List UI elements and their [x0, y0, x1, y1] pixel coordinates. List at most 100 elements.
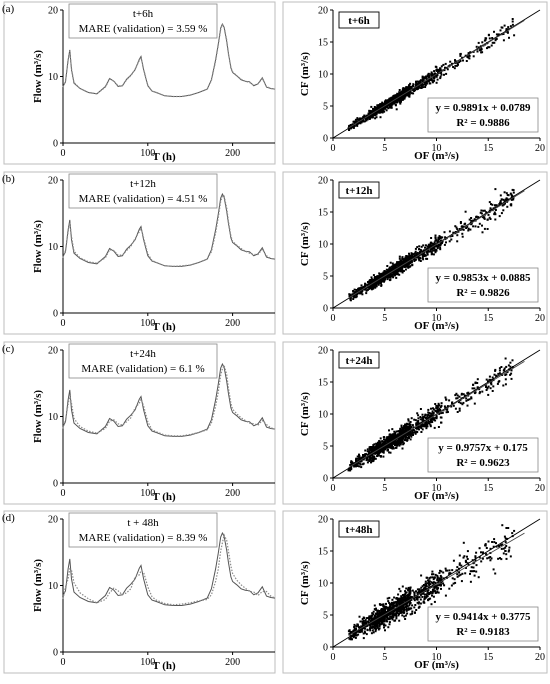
scatter-point: [377, 441, 379, 444]
scatter-point: [478, 392, 481, 395]
scatter-point: [496, 382, 499, 385]
scatter-point: [383, 619, 386, 622]
scatter-point: [380, 612, 383, 615]
scatter-point: [493, 211, 496, 214]
scatter-point: [400, 260, 403, 263]
scatter-point: [427, 245, 430, 248]
scatter-point: [366, 450, 369, 453]
scatter-point: [435, 417, 438, 420]
scatter-point: [361, 628, 364, 631]
scatter-point: [419, 593, 422, 596]
scatter-point: [510, 372, 513, 375]
x-tick-label: 200: [225, 148, 240, 159]
scatter-point: [411, 254, 414, 257]
scatter-point: [406, 595, 409, 598]
scatter-point: [386, 446, 389, 449]
scatter-point: [392, 271, 395, 274]
scatter-point: [508, 546, 511, 549]
scatter-point: [365, 292, 368, 295]
scatter-point: [394, 446, 397, 449]
scatter-point: [397, 607, 400, 609]
scatter-point: [396, 273, 399, 276]
scatter-point: [440, 421, 443, 424]
scatter-point: [485, 37, 488, 40]
scatter-point: [388, 274, 390, 277]
scatter-point: [364, 631, 367, 634]
y-tick-label: 0: [53, 139, 58, 150]
scatter-point: [404, 596, 407, 599]
scatter-point: [404, 425, 407, 428]
scatter-point: [353, 122, 356, 125]
scatter-point: [352, 120, 355, 123]
scatter-point: [438, 572, 441, 574]
scatter-point: [421, 76, 424, 79]
scatter-point: [422, 600, 425, 603]
scatter-point: [375, 276, 377, 279]
scatter-point: [381, 622, 384, 625]
scatter-point: [444, 62, 447, 65]
scatter-point: [491, 37, 494, 39]
scatter-point: [434, 251, 437, 254]
scatter-point: [487, 213, 490, 216]
scatter-point: [403, 439, 406, 442]
scatter-point: [424, 244, 427, 247]
scatter-point: [458, 554, 461, 557]
scatter-points: [348, 188, 515, 302]
scatter-point: [401, 439, 404, 441]
scatter-point: [376, 611, 379, 614]
scatter-point: [350, 126, 353, 129]
scatter-point: [431, 252, 434, 255]
scatter-point: [392, 446, 394, 449]
scatter-point: [404, 603, 407, 606]
scatter-point: [388, 99, 391, 102]
scatter-point: [432, 412, 435, 415]
scatter-point: [425, 576, 428, 579]
scatter-point: [413, 255, 416, 258]
scatter-point: [386, 440, 389, 443]
y-tick-label: 10: [318, 70, 328, 81]
scatter-point: [371, 612, 374, 615]
scatter-point: [371, 285, 374, 288]
scatter-point: [510, 193, 513, 196]
scatter-point: [413, 606, 416, 609]
scatter-point: [415, 254, 418, 257]
scatter-point: [493, 30, 495, 33]
forecast-flow-line: [62, 195, 276, 268]
scatter-point: [434, 236, 437, 239]
scatter-point: [454, 581, 457, 584]
scatter-point: [387, 269, 390, 272]
scatter-point: [422, 244, 425, 247]
scatter-point: [407, 593, 410, 596]
scatter-point: [366, 288, 369, 291]
scatter-point: [359, 288, 362, 291]
scatter-point: [502, 209, 505, 212]
scatter-point: [364, 449, 367, 452]
scatter-point: [462, 228, 465, 231]
scatter-point: [402, 606, 405, 609]
scatter-point: [494, 369, 497, 372]
scatter-point: [354, 636, 357, 639]
x-tick-label: 0: [61, 657, 66, 668]
scatter-point: [470, 217, 473, 219]
scatter-point: [399, 267, 402, 270]
scatter-point: [462, 225, 465, 228]
scatter-point: [400, 98, 403, 101]
scatter-point: [362, 624, 365, 627]
scatter-point: [385, 619, 388, 622]
scatter-point: [368, 458, 371, 461]
scatter-point: [423, 77, 426, 80]
scatter-point: [372, 631, 375, 634]
scatter-point: [396, 611, 399, 614]
scatter-point: [474, 556, 477, 559]
scatter-point: [393, 601, 395, 604]
scatter-point: [474, 559, 477, 562]
scatter-point: [473, 392, 476, 395]
scatter-point: [378, 610, 381, 612]
scatter-point: [356, 455, 359, 458]
scatter-point: [384, 99, 387, 102]
scatter-point: [484, 544, 487, 547]
scatter-point: [464, 222, 467, 225]
scatter-point: [388, 443, 391, 446]
